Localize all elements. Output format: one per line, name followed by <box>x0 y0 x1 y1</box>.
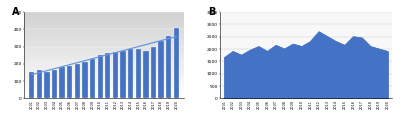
Bar <box>98 55 103 98</box>
Bar <box>75 64 80 98</box>
Bar <box>36 70 42 98</box>
Bar <box>158 41 164 98</box>
Bar <box>166 36 172 98</box>
Bar <box>60 67 65 98</box>
Text: A: A <box>12 7 20 17</box>
Bar <box>151 47 156 98</box>
Bar <box>120 51 126 98</box>
Bar <box>67 66 72 98</box>
Bar <box>143 51 148 98</box>
Bar <box>105 53 110 98</box>
Bar <box>128 49 133 98</box>
Bar <box>52 70 57 98</box>
Bar <box>82 62 88 98</box>
Bar <box>29 72 34 98</box>
Bar <box>113 52 118 98</box>
Bar <box>44 72 50 98</box>
Bar <box>136 49 141 98</box>
Text: B: B <box>208 7 215 17</box>
Bar <box>174 28 179 98</box>
Bar <box>90 59 95 98</box>
